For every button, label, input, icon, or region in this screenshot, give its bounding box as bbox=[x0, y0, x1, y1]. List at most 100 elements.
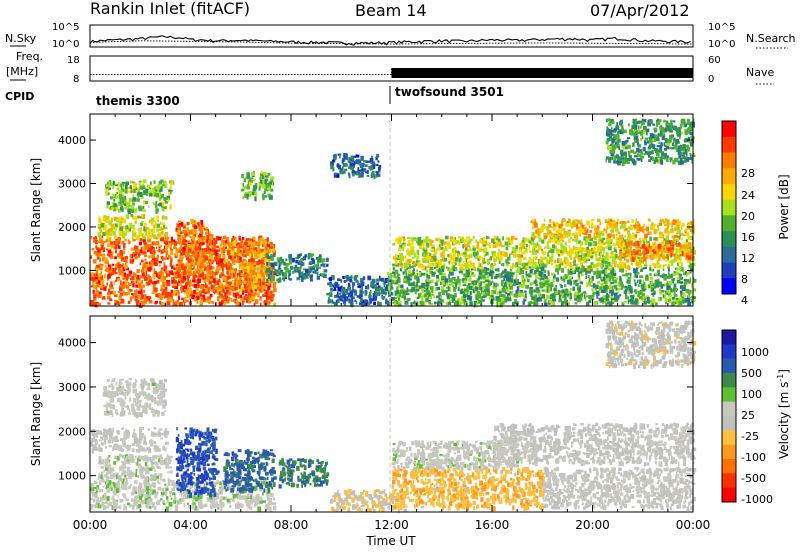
power-cell bbox=[588, 282, 591, 287]
power-cell bbox=[162, 282, 165, 287]
power-cell bbox=[98, 228, 101, 231]
power-cell bbox=[178, 295, 180, 300]
power-cell bbox=[499, 294, 503, 298]
power-cell bbox=[258, 286, 263, 289]
power-cell bbox=[264, 246, 268, 251]
power-cell bbox=[100, 223, 105, 228]
power-cell bbox=[334, 295, 338, 298]
power-cell bbox=[471, 272, 474, 276]
power-cell bbox=[507, 256, 510, 259]
power-cell bbox=[179, 301, 183, 306]
power-cell bbox=[110, 287, 115, 290]
power-cell bbox=[116, 276, 120, 281]
power-cell bbox=[683, 281, 687, 284]
power-cell bbox=[509, 282, 512, 287]
power-cell bbox=[148, 219, 151, 224]
power-cell bbox=[151, 193, 155, 196]
power-cell bbox=[206, 227, 208, 232]
power-cell bbox=[112, 268, 115, 273]
power-cell bbox=[177, 241, 180, 244]
power-cell bbox=[464, 293, 469, 297]
power-cell bbox=[452, 296, 456, 302]
power-cell bbox=[242, 286, 246, 291]
power-cell bbox=[641, 259, 645, 264]
power-cell bbox=[124, 199, 127, 204]
power-cell bbox=[537, 266, 541, 270]
power-cell bbox=[618, 294, 621, 297]
power-cell bbox=[148, 247, 152, 252]
power-cell bbox=[256, 271, 259, 274]
power-cell bbox=[348, 166, 352, 170]
power-cell bbox=[179, 223, 183, 226]
power-cell bbox=[161, 207, 165, 212]
power-cell bbox=[349, 279, 353, 282]
power-cell bbox=[233, 262, 236, 266]
power-cell bbox=[486, 291, 490, 296]
power-cell bbox=[407, 270, 412, 275]
power-cell bbox=[90, 236, 93, 239]
power-cell bbox=[253, 250, 257, 254]
power-cell bbox=[147, 281, 151, 286]
power-cell bbox=[402, 236, 405, 239]
power-cell bbox=[176, 281, 180, 284]
power-cell bbox=[179, 226, 181, 231]
power-cell bbox=[407, 252, 412, 257]
power-cell bbox=[265, 268, 269, 272]
power-cell bbox=[234, 282, 238, 286]
power-cell bbox=[238, 252, 242, 256]
power-cell bbox=[416, 269, 419, 272]
power-cell bbox=[579, 261, 582, 266]
power-cell bbox=[183, 271, 186, 275]
power-cell bbox=[534, 243, 538, 248]
power-cell bbox=[227, 248, 232, 252]
power-cell bbox=[633, 289, 638, 292]
power-cell bbox=[233, 248, 235, 252]
power-cell bbox=[380, 288, 385, 293]
power-cell bbox=[143, 226, 147, 231]
power-cell bbox=[167, 273, 171, 277]
power-cell bbox=[213, 278, 216, 284]
power-cell bbox=[457, 302, 462, 307]
nsky-panel: N.Sky 10^5 10^0 10^5 10^0 N.Search bbox=[5, 22, 796, 50]
power-cell bbox=[427, 285, 430, 289]
power-cell bbox=[608, 286, 612, 290]
power-cell bbox=[451, 248, 455, 253]
power-cell bbox=[221, 267, 224, 271]
power-cell bbox=[136, 192, 140, 196]
power-cell bbox=[666, 255, 669, 261]
power-cell bbox=[420, 242, 424, 246]
power-cell bbox=[141, 238, 143, 241]
power-cell bbox=[121, 272, 126, 278]
power-cell bbox=[467, 239, 472, 244]
power-cell bbox=[412, 270, 414, 275]
power-cell bbox=[238, 285, 241, 289]
power-cell bbox=[578, 271, 583, 274]
power-cell bbox=[93, 273, 96, 276]
power-cell bbox=[226, 267, 231, 271]
power-cell bbox=[263, 286, 267, 289]
power-cell bbox=[280, 256, 283, 262]
power-cell bbox=[371, 278, 375, 283]
power-cell bbox=[689, 277, 692, 282]
power-cell bbox=[180, 253, 183, 256]
power-cell bbox=[174, 293, 177, 296]
power-cell bbox=[199, 290, 202, 295]
power-cell bbox=[357, 167, 360, 172]
power-cell bbox=[95, 290, 99, 293]
power-cell bbox=[488, 281, 491, 287]
power-cell bbox=[203, 263, 206, 268]
power-cell bbox=[483, 236, 486, 242]
power-cell bbox=[458, 298, 461, 302]
power-cell bbox=[299, 260, 302, 263]
power-cell bbox=[426, 290, 430, 295]
power-cell bbox=[228, 296, 231, 301]
power-cell bbox=[494, 241, 498, 245]
power-cell bbox=[639, 275, 644, 278]
power-cell bbox=[428, 238, 432, 243]
power-cell bbox=[209, 262, 211, 266]
power-cell bbox=[441, 290, 445, 295]
power-cell bbox=[253, 302, 256, 307]
power-cell bbox=[259, 183, 263, 187]
power-cell bbox=[541, 239, 545, 244]
power-cell bbox=[236, 285, 241, 289]
